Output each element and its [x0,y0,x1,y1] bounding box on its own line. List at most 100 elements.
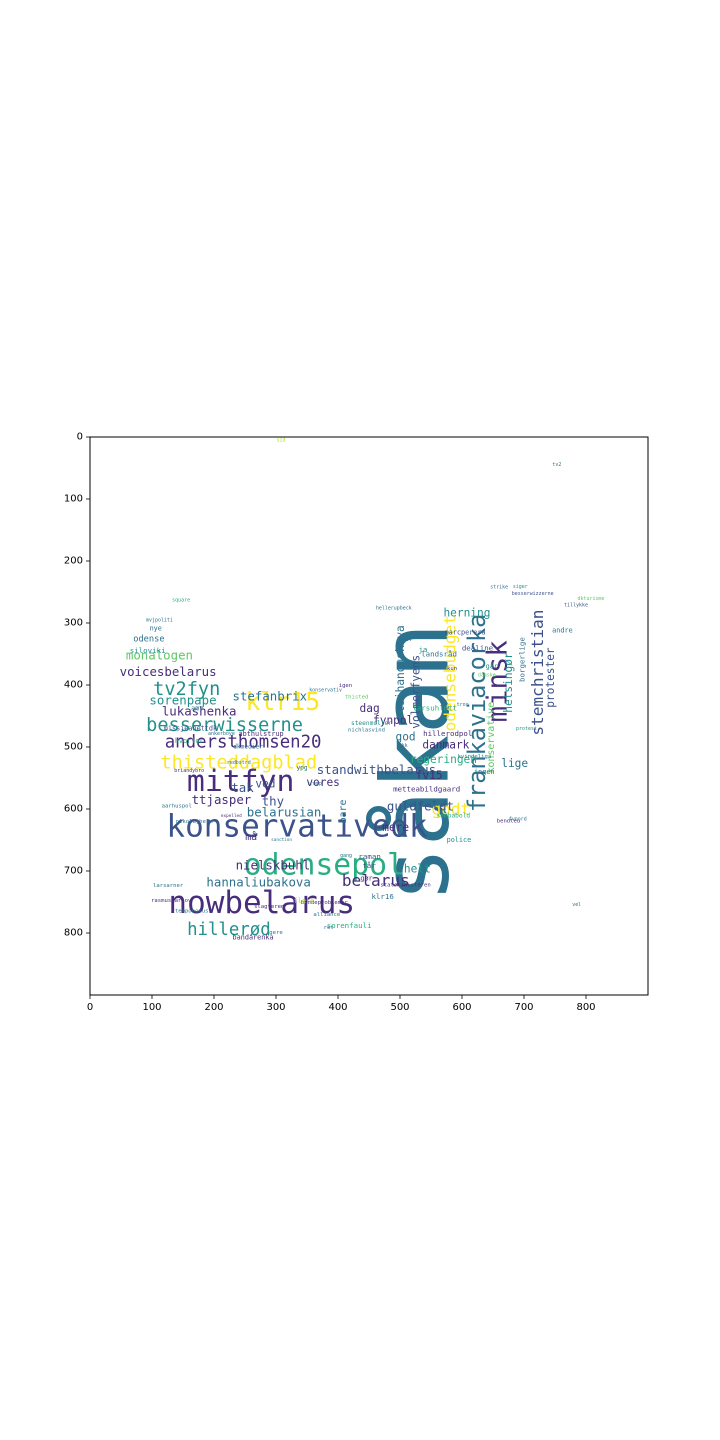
word-56: marcperera [445,628,486,636]
word-24: standwithbelarus [317,762,436,777]
word-71: ingen [474,768,495,776]
word-33: herning [443,607,490,620]
word-91: larsarner [153,883,184,889]
word-68: missjeanettdk [164,724,217,732]
word-46: dag [360,702,380,715]
word-119: danske [478,673,496,679]
word-18: stefanbrix [232,689,307,704]
x-tick-label-7: 700 [514,1002,533,1013]
x-tick-label-1: 100 [142,1002,161,1013]
word-23: nielskbuhl [236,857,311,872]
word-64: sorenfauli [327,921,372,930]
word-86: slagteren [254,904,284,910]
word-20: sorenpape [149,692,216,707]
x-tick-label-4: 400 [328,1002,347,1013]
word-82: alliance [313,912,341,918]
word-92: aarhuspol [162,804,192,810]
word-9: thisteddagblad [160,753,317,774]
word-87: flere [294,897,315,905]
word-80: igen [339,683,352,689]
word-54: dealine [462,643,494,652]
word-12: hillerød [187,920,271,940]
word-94: briandybro [174,768,204,774]
word-113: fvnord [509,817,527,823]
word-59: sambabold [437,812,471,819]
word-66: abthulstrup [239,730,284,738]
word-17: lukashenka [162,704,237,719]
word-96: kvindeliga [458,754,492,760]
word-49: odense [133,635,164,645]
word-62: får [362,861,376,870]
word-14: odensebudget [441,615,460,731]
word-43: fv15 [416,769,443,782]
word-2: nowbelarus [168,885,355,921]
y-axis: 0 100 200 300 400 500 600 700 800 [64,432,90,939]
word-110: kun [447,666,457,672]
word-100: dkturisme [578,596,605,602]
word-65: bandarenka [233,933,274,941]
word-11: tv2fyn [153,679,220,700]
word-116: gang [340,853,352,859]
word-28: tsihanouskaya [394,625,407,712]
word-27: ttjasper [192,792,252,807]
word-115: pkk [399,743,408,749]
x-tick-label-5: 500 [390,1002,409,1013]
word-81: thisted [345,694,369,700]
word-22: hannaliubakova [206,875,310,890]
word-106: square [172,598,190,604]
word-34: helsingør [502,652,515,713]
word-84: gere [269,930,283,936]
word-8: besserwisserne [146,715,303,736]
word-10: andersthomsen20 [165,733,322,753]
word-50: siloviki [130,646,166,655]
word-78: gør [360,874,372,882]
word-7: klr15 [245,687,320,716]
word-90: rasmusjarlov [151,898,192,904]
word-13: belarus [342,871,410,890]
word-51: steenmoller [351,720,392,727]
y-tick-label-7: 700 [64,866,83,877]
y-tick-label-8: 800 [64,928,83,939]
word-37: lige [501,757,528,770]
x-tick-label-2: 200 [204,1002,223,1013]
x-tick-label-6: 600 [452,1002,471,1013]
word-98: besserwizzerne [512,591,554,597]
word-70: hvorfor [175,737,204,745]
word-97: bendteu [497,818,521,824]
y-tick-label-3: 300 [64,618,83,629]
word-60: police [447,836,472,844]
word-52: larsuhlott [412,703,457,712]
x-tick-label-8: 800 [576,1002,595,1013]
x-tick-label-0: 0 [87,1002,93,1013]
y-tick-label-6: 600 [64,804,83,815]
word-72: andre [552,626,573,634]
word-111: protest [516,726,537,732]
word-53: landsråd [421,650,457,659]
word-88: statsministeren [380,882,430,888]
word-39: thy [262,793,284,808]
y-tick-label-0: 0 [77,432,83,443]
word-40: vores [306,776,340,789]
word-15: godt [431,800,470,819]
word-6: frankaviacorka [463,614,491,812]
x-axis: 0 100 200 300 400 500 600 700 800 [87,995,596,1013]
word-5: minsk [482,640,513,722]
word-26: belarusian [247,805,322,820]
y-tick-label-1: 100 [64,494,83,505]
word-95: ankerboye [208,731,235,737]
word-38: tak [231,780,254,795]
word-107: mvjpoliti [146,618,173,624]
word-45: helt [404,863,431,876]
word-112: tror [457,702,469,708]
word-74: år [404,634,413,643]
word-75: ja [418,645,427,654]
word-30: fynpol [373,714,413,727]
y-tick-label-5: 500 [64,742,83,753]
word-58: metteabildgaard [393,785,460,794]
word-67: dkmedier [233,744,263,751]
word-118: konservativ [309,688,342,694]
word-44: mere [382,821,409,834]
word-47: bare [338,800,349,824]
word-85: bandeproblemer [301,900,349,906]
